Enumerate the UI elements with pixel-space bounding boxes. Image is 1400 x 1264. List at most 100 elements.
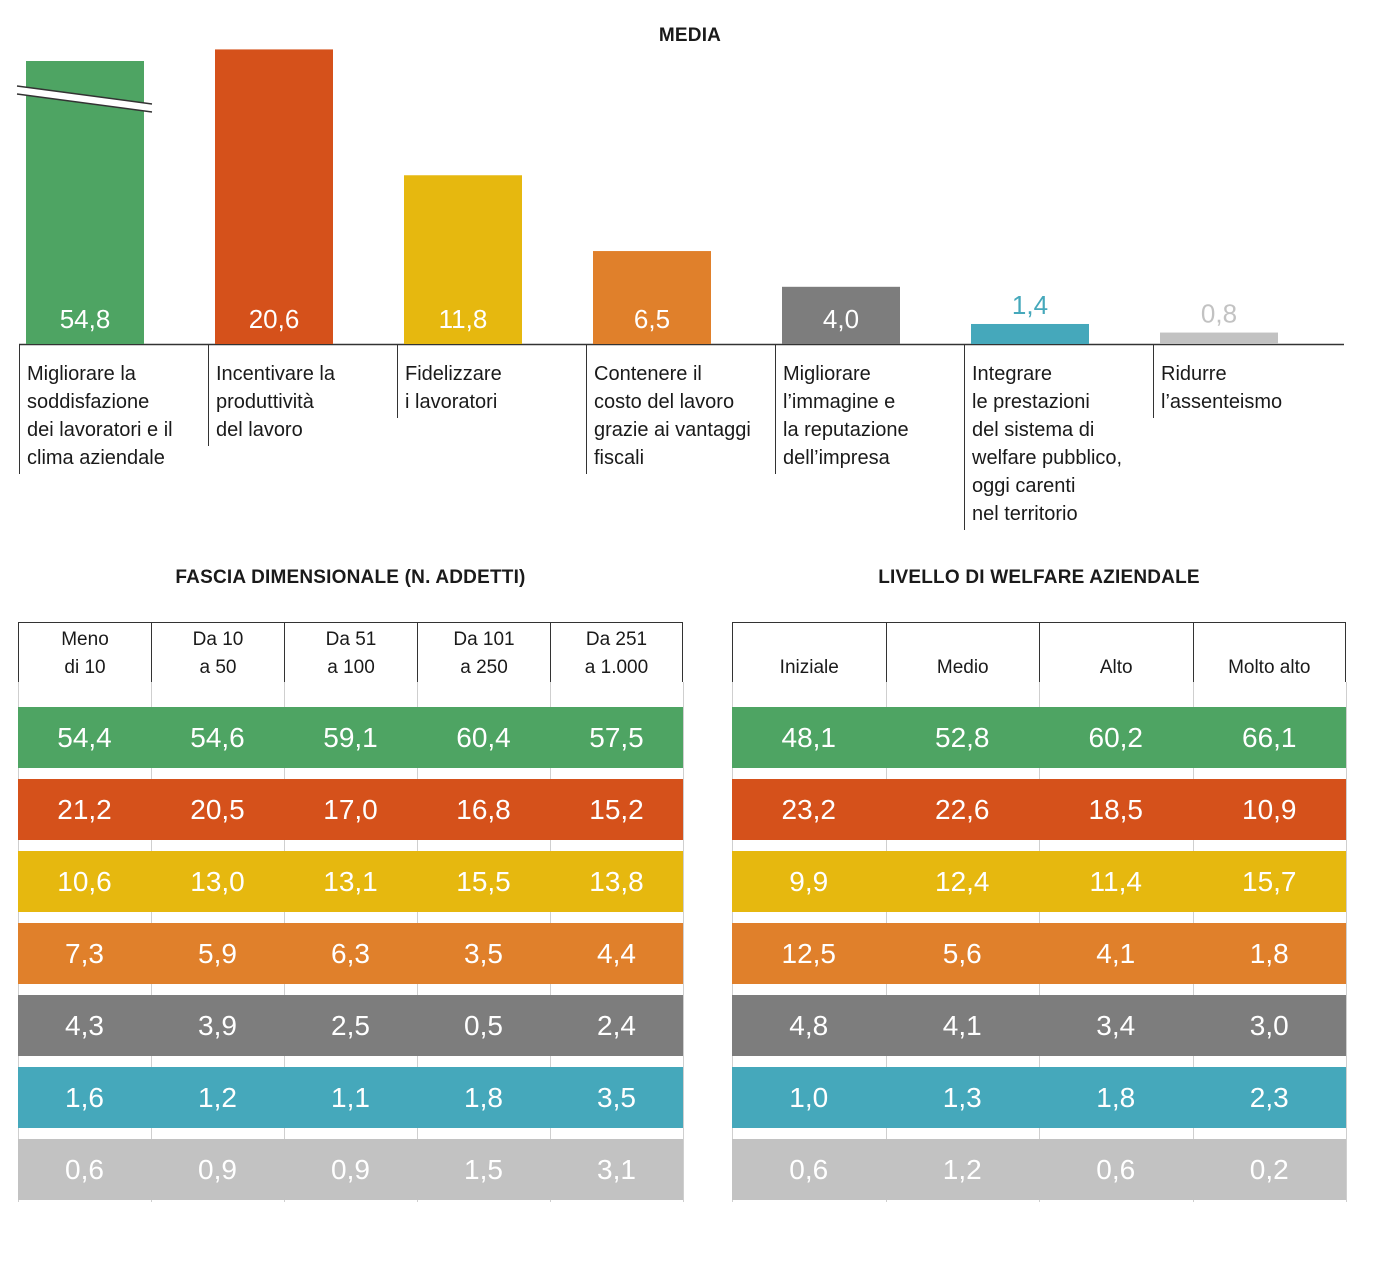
category-label: Migliorare la soddisfazione dei lavorato… [27, 363, 173, 469]
table-row: 21,2 20,5 17,0 16,8 15,2 [18, 779, 683, 840]
table-gridline [683, 682, 684, 1202]
table-row: 48,1 52,8 60,2 66,1 [732, 707, 1346, 768]
bar-chart-svg: 54,8 20,6 11,8 6,5 4,0 1,4 0,8 [16, 49, 1344, 530]
table-cell: 66,1 [1242, 722, 1297, 753]
table-cell: 59,1 [323, 722, 378, 753]
table-cell: 0,9 [198, 1154, 237, 1185]
table-cell: 4,4 [597, 938, 636, 969]
column-header: Meno di 10 [18, 622, 151, 682]
axis-break-gap [17, 86, 152, 112]
table-cell: 22,6 [935, 794, 990, 825]
bar-value-label: 54,8 [60, 304, 111, 334]
table-cell: 13,0 [190, 866, 245, 897]
column-header: Da 251 a 1.000 [550, 622, 683, 682]
table-cell: 1,8 [1096, 1082, 1136, 1113]
category-label: Integrare le prestazioni del sistema di … [972, 363, 1123, 525]
bar [404, 175, 522, 344]
bar [971, 323, 1089, 344]
table-cell: 12,4 [935, 866, 990, 897]
bar-value-label: 4,0 [823, 304, 859, 334]
bar-value-label: 11,8 [439, 304, 488, 334]
table-cell: 0,6 [1096, 1154, 1136, 1185]
bar-chart: 54,8 20,6 11,8 6,5 4,0 1,4 0,8 Migliorare la s… [0, 0, 1400, 540]
table-cell: 4,1 [942, 1010, 982, 1041]
table-top-rule [18, 622, 683, 623]
table-gridline [1346, 682, 1347, 1202]
table-cell: 1,0 [789, 1082, 829, 1113]
table-row: 54,4 54,6 59,1 60,4 57,5 [18, 707, 683, 768]
table-cell: 9,9 [789, 866, 829, 897]
table-cell: 4,1 [1096, 938, 1136, 969]
category-label: Incentivare la produttività del lavoro [216, 363, 335, 441]
size-table-title: FASCIA DIMENSIONALE (N. ADDETTI) [175, 567, 526, 588]
table-row: 1,0 1,3 1,8 2,3 [732, 1067, 1346, 1128]
table-cell: 52,8 [935, 722, 990, 753]
table-cell: 17,0 [323, 794, 378, 825]
bar [782, 286, 900, 344]
level-table-title: LIVELLO DI WELFARE AZIENDALE [878, 567, 1200, 588]
table-cell: 23,2 [781, 794, 837, 825]
table-cell: 15,2 [589, 794, 644, 825]
table-cell: 60,4 [456, 722, 511, 753]
main-chart-title: MEDIA [658, 25, 722, 46]
table-cell: 7,3 [65, 938, 104, 969]
bar-value-label: 1,4 [1012, 290, 1048, 320]
table-cell: 0,6 [789, 1154, 829, 1185]
table-cell: 3,5 [597, 1082, 636, 1113]
table-cell: 54,6 [190, 722, 245, 753]
bar-value-label: 20,6 [249, 304, 300, 334]
column-header: Da 10 a 50 [151, 622, 284, 682]
table-cell: 6,3 [331, 938, 370, 969]
table-cell: 11,4 [1089, 866, 1142, 897]
table-cell: 0,2 [1249, 1154, 1289, 1185]
table-row: 7,3 5,9 6,3 3,5 4,4 [18, 923, 683, 984]
category-label: Migliorare l’immagine e la reputazione d… [783, 363, 909, 469]
table-row: 4,8 4,1 3,4 3,0 [732, 995, 1346, 1056]
table-cell: 3,9 [198, 1010, 237, 1041]
table-cell: 57,5 [589, 722, 644, 753]
table-cell: 4,3 [65, 1010, 104, 1041]
table-cell: 2,5 [331, 1010, 370, 1041]
table-cell: 10,9 [1242, 794, 1297, 825]
bar-value-label: 6,5 [634, 304, 670, 334]
table-cell: 60,2 [1088, 722, 1144, 753]
table-cell: 15,7 [1242, 866, 1297, 897]
table-cell: 48,1 [781, 722, 837, 753]
table-cell: 1,8 [1249, 938, 1289, 969]
column-header: Iniziale [732, 622, 886, 682]
table-cell: 1,8 [464, 1082, 503, 1113]
table-row: 4,3 3,9 2,5 0,5 2,4 [18, 995, 683, 1056]
axis-break-line [16, 85, 153, 105]
table-cell: 13,8 [589, 866, 644, 897]
column-header: Medio [885, 622, 1040, 682]
table-cell: 54,4 [57, 722, 112, 753]
table-cell: 0,5 [464, 1010, 503, 1041]
table-row: 9,9 12,4 11,4 15,7 [732, 851, 1346, 912]
table-cell: 1,2 [942, 1154, 982, 1185]
column-header: Da 51 a 100 [284, 622, 417, 682]
table-cell: 1,2 [198, 1082, 237, 1113]
bar [593, 251, 711, 344]
table-cell: 3,1 [597, 1154, 636, 1185]
table-cell: 18,5 [1088, 794, 1144, 825]
table-row: 12,5 5,6 4,1 1,8 [732, 923, 1346, 984]
category-label: Ridurre l’assenteismo [1161, 363, 1283, 413]
table-cell: 2,3 [1249, 1082, 1289, 1113]
table-cell: 15,5 [456, 866, 511, 897]
table-cell: 1,3 [942, 1082, 982, 1113]
table-row: 0,6 0,9 0,9 1,5 3,1 [18, 1139, 683, 1200]
table-cell: 1,6 [65, 1082, 104, 1113]
table-cell: 21,2 [57, 794, 112, 825]
category-label: Fidelizzare i lavoratori [405, 363, 502, 413]
category-label: Contenere il costo del lavoro grazie ai … [594, 363, 751, 469]
table-cell: 4,8 [789, 1010, 829, 1041]
table-cell: 0,9 [331, 1154, 370, 1185]
table-cell: 5,9 [198, 938, 237, 969]
table-row: 0,6 1,2 0,6 0,2 [732, 1139, 1346, 1200]
table-cell: 3,0 [1249, 1010, 1289, 1041]
table-cell: 3,4 [1096, 1010, 1136, 1041]
table-cell: 1,1 [331, 1082, 370, 1113]
table-cell: 20,5 [190, 794, 245, 825]
table-row: 23,2 22,6 18,5 10,9 [732, 779, 1346, 840]
table-cell: 13,1 [323, 866, 378, 897]
